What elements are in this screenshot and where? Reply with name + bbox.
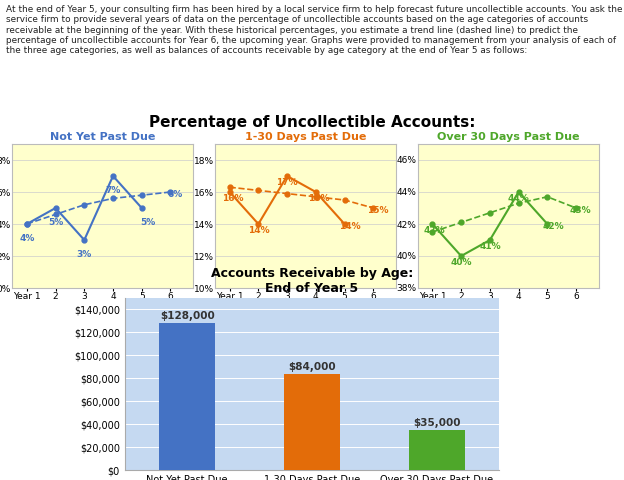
- Title: Over 30 Days Past Due: Over 30 Days Past Due: [437, 132, 580, 142]
- Bar: [159, 323, 215, 470]
- Text: $128,000: $128,000: [160, 311, 215, 321]
- Text: 5%: 5%: [48, 217, 63, 227]
- Text: 5%: 5%: [140, 217, 155, 227]
- Bar: [284, 373, 340, 470]
- Text: 16%: 16%: [308, 193, 329, 203]
- Title: Accounts Receivable by Age:
End of Year 5: Accounts Receivable by Age: End of Year …: [211, 267, 413, 295]
- Text: 4%: 4%: [19, 234, 34, 242]
- Text: 42%: 42%: [423, 226, 445, 235]
- Text: 15%: 15%: [367, 206, 388, 216]
- Text: $84,000: $84,000: [288, 361, 336, 372]
- Text: 3%: 3%: [77, 250, 92, 259]
- Text: 17%: 17%: [276, 178, 298, 187]
- Text: 40%: 40%: [451, 258, 472, 266]
- Title: 1-30 Days Past Due: 1-30 Days Past Due: [245, 132, 366, 142]
- Text: 44%: 44%: [508, 193, 530, 203]
- Text: Percentage of Uncollectible Accounts:: Percentage of Uncollectible Accounts:: [149, 115, 475, 130]
- Text: 41%: 41%: [479, 241, 500, 251]
- Text: 43%: 43%: [570, 206, 591, 216]
- Text: 14%: 14%: [339, 222, 361, 231]
- Text: 16%: 16%: [222, 193, 243, 203]
- Text: 7%: 7%: [105, 186, 120, 194]
- Title: Not Yet Past Due: Not Yet Past Due: [51, 132, 155, 142]
- Text: 6%: 6%: [167, 191, 182, 199]
- Bar: [409, 430, 465, 470]
- Text: At the end of Year 5, your consulting firm has been hired by a local service fir: At the end of Year 5, your consulting fi…: [6, 5, 623, 55]
- Text: 14%: 14%: [248, 226, 269, 235]
- Text: 42%: 42%: [542, 222, 564, 231]
- Text: $35,000: $35,000: [413, 418, 461, 428]
